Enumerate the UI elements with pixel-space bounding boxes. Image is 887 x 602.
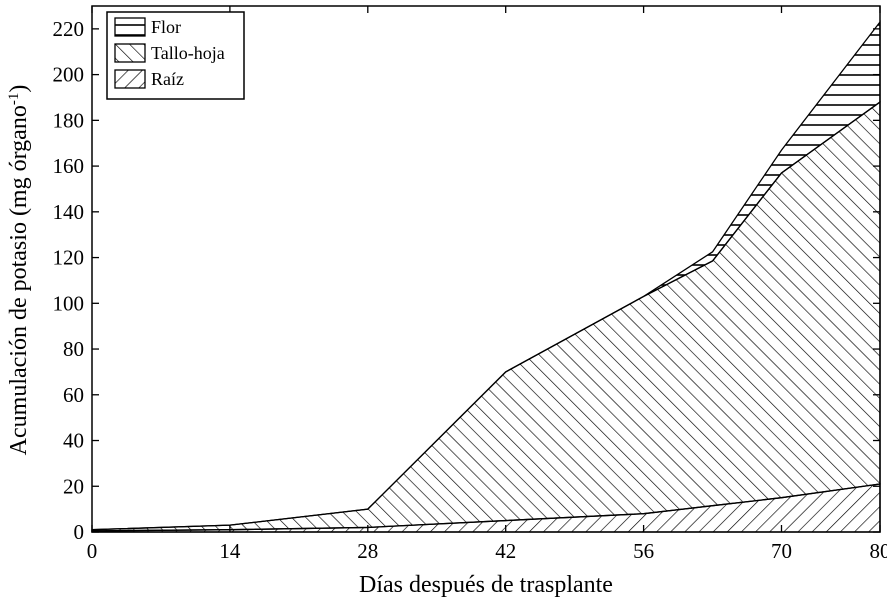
y-tick-label: 100 xyxy=(53,291,85,315)
area-tallo-hoja xyxy=(91,100,881,532)
y-tick-label: 180 xyxy=(53,108,85,132)
legend-swatch xyxy=(114,43,146,63)
y-tick-label: 40 xyxy=(63,429,84,453)
y-tick-label: 120 xyxy=(53,246,85,270)
legend-label: Flor xyxy=(151,17,181,37)
legend-swatch xyxy=(114,69,146,89)
x-tick-label: 42 xyxy=(495,539,516,563)
y-tick-label: 200 xyxy=(53,63,85,87)
y-tick-label: 140 xyxy=(53,200,85,224)
y-tick-label: 220 xyxy=(53,17,85,41)
legend: Flor Tallo-hoja Raíz xyxy=(106,11,245,100)
x-tick-label: 56 xyxy=(633,539,654,563)
x-tick-label: 80 xyxy=(870,539,887,563)
plot-frame xyxy=(91,5,881,533)
x-tick-label: 0 xyxy=(87,539,98,563)
y-tick-label: 80 xyxy=(63,337,84,361)
y-axis-title-close: ) xyxy=(6,85,32,93)
y-axis-title-main: Acumulación de potasio (mg órgano xyxy=(6,105,32,455)
x-tick-label: 70 xyxy=(771,539,792,563)
legend-swatch xyxy=(114,17,146,37)
y-tick-label: 20 xyxy=(63,474,84,498)
y-tick-label: 60 xyxy=(63,383,84,407)
legend-label: Tallo-hoja xyxy=(151,43,225,63)
y-tick-label: 0 xyxy=(74,520,85,544)
y-axis-title: Acumulación de potasio (mg órgano-1) xyxy=(6,85,32,456)
x-tick-label: 14 xyxy=(219,539,241,563)
y-axis-title-superscript: -1 xyxy=(6,93,22,106)
legend-label: Raíz xyxy=(151,69,184,89)
x-tick-label: 28 xyxy=(357,539,378,563)
y-tick-label: 160 xyxy=(53,154,85,178)
tick-layer: 0 14 28 42 56 70 80 0 20 40 60 80 100 120 140 160 180 200… xyxy=(53,6,887,563)
x-axis-title: Días después de trasplante xyxy=(359,572,613,598)
